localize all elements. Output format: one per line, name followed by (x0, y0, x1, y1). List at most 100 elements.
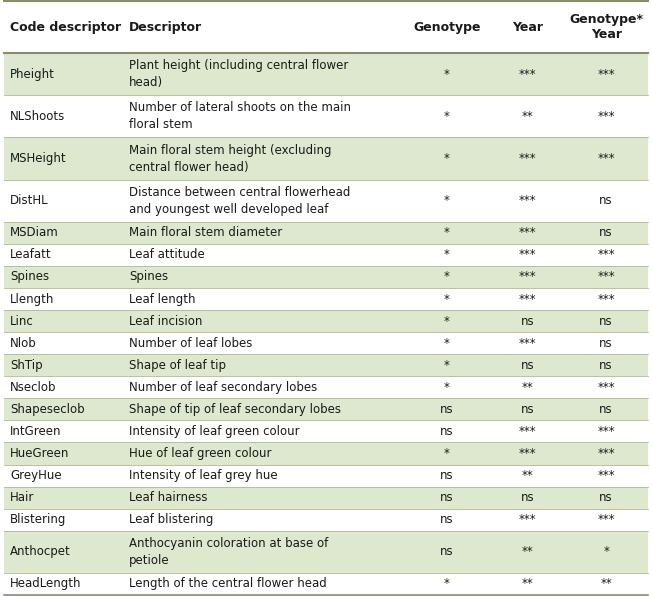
Text: ***: *** (518, 337, 536, 350)
Text: ***: *** (597, 447, 615, 460)
Text: ***: *** (597, 110, 615, 123)
Text: GreyHue: GreyHue (10, 469, 62, 482)
Text: *: * (444, 152, 450, 165)
Text: *: * (444, 271, 450, 284)
Text: Plant height (including central flower
head): Plant height (including central flower h… (129, 59, 349, 89)
Text: ns: ns (520, 359, 534, 372)
Text: *: * (444, 110, 450, 123)
Text: Leaf attitude: Leaf attitude (129, 249, 205, 262)
Text: ***: *** (518, 513, 536, 526)
Text: ns: ns (520, 315, 534, 328)
Text: Anthocyanin coloration at base of
petiole: Anthocyanin coloration at base of petiol… (129, 537, 329, 567)
Text: ***: *** (518, 226, 536, 239)
Text: ns: ns (520, 491, 534, 504)
Text: ns: ns (599, 226, 613, 239)
Text: ***: *** (597, 469, 615, 482)
Text: **: ** (522, 381, 533, 394)
Bar (4, 332, 648, 354)
Bar (4, 398, 648, 420)
Text: Shape of leaf tip: Shape of leaf tip (129, 359, 226, 372)
Text: DistHL: DistHL (10, 194, 49, 207)
Text: **: ** (522, 469, 533, 482)
Text: ***: *** (597, 381, 615, 394)
Text: ***: *** (518, 425, 536, 438)
Text: Hair: Hair (10, 491, 35, 504)
Text: Spines: Spines (10, 271, 49, 284)
Text: **: ** (522, 545, 533, 558)
Text: **: ** (522, 110, 533, 123)
Bar (4, 266, 648, 288)
Text: *: * (444, 194, 450, 207)
Text: Descriptor: Descriptor (129, 21, 202, 33)
Text: ns: ns (440, 469, 454, 482)
Bar (4, 487, 648, 509)
Text: ns: ns (599, 491, 613, 504)
Text: Number of lateral shoots on the main
floral stem: Number of lateral shoots on the main flo… (129, 101, 351, 131)
Bar (4, 531, 648, 573)
Text: Number of leaf secondary lobes: Number of leaf secondary lobes (129, 381, 318, 394)
Text: ShTip: ShTip (10, 359, 42, 372)
Text: Intensity of leaf green colour: Intensity of leaf green colour (129, 425, 300, 438)
Text: Spines: Spines (129, 271, 168, 284)
Bar (4, 509, 648, 531)
Text: ***: *** (597, 293, 615, 306)
Text: *: * (444, 315, 450, 328)
Text: Code descriptor: Code descriptor (10, 21, 121, 33)
Bar (4, 376, 648, 398)
Bar (4, 95, 648, 138)
Bar (4, 138, 648, 179)
Text: Linc: Linc (10, 315, 34, 328)
Text: Leafatt: Leafatt (10, 249, 52, 262)
Text: Year: Year (512, 21, 542, 33)
Bar (4, 442, 648, 464)
Text: ***: *** (597, 249, 615, 262)
Text: ***: *** (597, 513, 615, 526)
Text: Nseclob: Nseclob (10, 381, 57, 394)
Text: ***: *** (518, 68, 536, 80)
Text: *: * (444, 337, 450, 350)
Text: Pheight: Pheight (10, 68, 55, 80)
Text: Distance between central flowerhead
and youngest well developed leaf: Distance between central flowerhead and … (129, 186, 351, 216)
Text: Intensity of leaf grey hue: Intensity of leaf grey hue (129, 469, 278, 482)
Text: Main floral stem height (excluding
central flower head): Main floral stem height (excluding centr… (129, 144, 332, 173)
Text: ***: *** (518, 152, 536, 165)
Text: Hue of leaf green colour: Hue of leaf green colour (129, 447, 272, 460)
Bar (4, 420, 648, 442)
Text: *: * (444, 447, 450, 460)
Text: **: ** (522, 578, 533, 591)
Text: Leaf blistering: Leaf blistering (129, 513, 213, 526)
Text: ns: ns (599, 315, 613, 328)
Bar (4, 288, 648, 310)
Text: Length of the central flower head: Length of the central flower head (129, 578, 327, 591)
Text: Genotype: Genotype (413, 21, 481, 33)
Text: Shapeseclob: Shapeseclob (10, 403, 85, 416)
Bar (4, 464, 648, 487)
Text: MSDiam: MSDiam (10, 226, 59, 239)
Text: ***: *** (518, 194, 536, 207)
Bar (4, 244, 648, 266)
Text: ns: ns (440, 491, 454, 504)
Text: ***: *** (518, 447, 536, 460)
Text: ***: *** (597, 68, 615, 80)
Bar (4, 573, 648, 595)
Bar (4, 179, 648, 222)
Text: *: * (444, 249, 450, 262)
Bar (4, 53, 648, 95)
Text: ns: ns (599, 337, 613, 350)
Text: Leaf incision: Leaf incision (129, 315, 203, 328)
Text: IntGreen: IntGreen (10, 425, 61, 438)
Text: *: * (444, 381, 450, 394)
Bar (4, 1, 648, 53)
Text: *: * (603, 545, 609, 558)
Text: Nlob: Nlob (10, 337, 37, 350)
Text: ***: *** (597, 425, 615, 438)
Text: Llength: Llength (10, 293, 54, 306)
Text: ns: ns (440, 545, 454, 558)
Text: HeadLength: HeadLength (10, 578, 82, 591)
Text: ***: *** (597, 271, 615, 284)
Text: Shape of tip of leaf secondary lobes: Shape of tip of leaf secondary lobes (129, 403, 341, 416)
Text: ns: ns (440, 513, 454, 526)
Text: *: * (444, 293, 450, 306)
Text: ***: *** (518, 293, 536, 306)
Text: ns: ns (599, 194, 613, 207)
